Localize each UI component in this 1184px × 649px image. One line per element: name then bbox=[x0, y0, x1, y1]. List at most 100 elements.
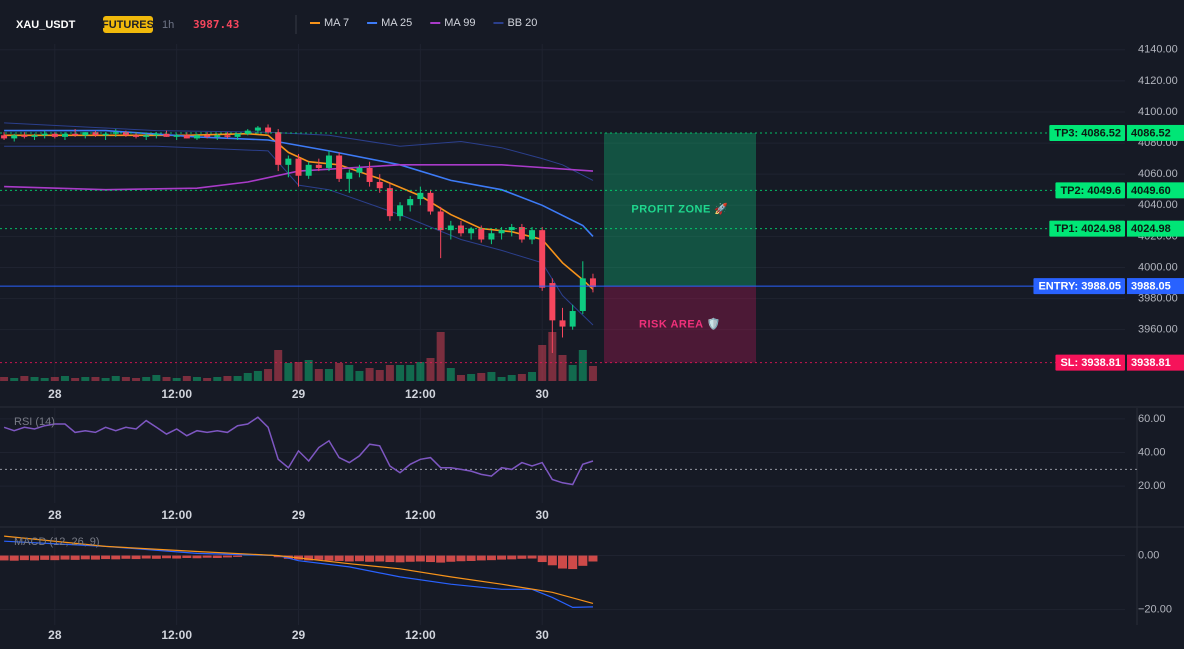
legend: MA 7 MA 25 MA 99 BB 20 bbox=[310, 17, 537, 29]
candle-body bbox=[183, 135, 190, 139]
candle-body bbox=[376, 181, 383, 189]
histogram-bar bbox=[547, 555, 557, 566]
candle-body bbox=[204, 135, 211, 137]
volume-bar bbox=[446, 368, 455, 381]
axis-price-label: 4049.60 bbox=[1131, 185, 1171, 197]
x-tick-label: 12:00 bbox=[405, 628, 436, 642]
pane-title: MACD (12, 26, 9) bbox=[14, 536, 100, 548]
histogram-bar bbox=[395, 555, 405, 563]
volume-bar bbox=[203, 378, 212, 381]
histogram-bar bbox=[50, 555, 60, 561]
volume-bar bbox=[538, 345, 547, 381]
candle-body bbox=[407, 199, 414, 206]
x-tick-label: 28 bbox=[48, 628, 62, 642]
histogram-bar bbox=[273, 555, 283, 558]
last-price: 3987.43 bbox=[193, 18, 239, 31]
candle-body bbox=[214, 135, 221, 137]
candle-body bbox=[51, 133, 58, 137]
histogram-bar bbox=[334, 555, 344, 561]
candle-body bbox=[397, 205, 404, 217]
badge-bg bbox=[103, 16, 153, 33]
histogram-bar bbox=[131, 555, 141, 560]
y-tick-label: 40.00 bbox=[1138, 446, 1166, 458]
volume-bar bbox=[456, 375, 465, 381]
volume-bar bbox=[253, 371, 262, 381]
histogram-bar bbox=[9, 555, 19, 561]
axis-label-bg bbox=[1127, 278, 1184, 295]
histogram-bar bbox=[415, 555, 425, 562]
volume-bar bbox=[324, 369, 333, 381]
y-tick-label: 4000.00 bbox=[1138, 261, 1178, 273]
candle-body bbox=[569, 311, 576, 327]
volume-bar bbox=[497, 377, 506, 381]
volume-bar bbox=[578, 350, 587, 381]
volume-bar bbox=[304, 360, 313, 381]
volume-bar bbox=[528, 372, 537, 381]
volume-bar bbox=[182, 376, 191, 381]
candle-body bbox=[224, 135, 231, 137]
x-tick-label: 30 bbox=[536, 387, 550, 401]
legend-label: MA 99 bbox=[444, 17, 475, 29]
histogram-bar bbox=[101, 555, 111, 560]
candle-body bbox=[143, 135, 150, 137]
histogram-bar bbox=[497, 555, 507, 560]
candle-body bbox=[102, 133, 109, 136]
histogram-bar bbox=[558, 555, 567, 569]
axis-price-label: 4024.98 bbox=[1131, 223, 1171, 235]
histogram-bar bbox=[202, 555, 212, 558]
volume-bar bbox=[101, 378, 110, 381]
candle-body bbox=[336, 155, 343, 179]
y-tick-label: 3960.00 bbox=[1138, 324, 1178, 336]
bb-upper bbox=[4, 122, 594, 181]
price-label-bg bbox=[1049, 124, 1125, 141]
volume-bar bbox=[233, 376, 242, 381]
volume-bar bbox=[192, 377, 201, 381]
macd-line bbox=[4, 535, 594, 604]
histogram-bar bbox=[233, 555, 243, 557]
volume-bar bbox=[274, 350, 283, 381]
price-label: TP2: 4049.6 bbox=[1060, 185, 1121, 197]
x-tick-label: 29 bbox=[292, 628, 306, 642]
candle-body bbox=[1, 135, 8, 139]
histogram-bar bbox=[517, 555, 527, 559]
histogram-bar bbox=[19, 555, 29, 561]
volume-bar bbox=[487, 372, 496, 381]
zone-label: RISK AREA 🛡️ bbox=[639, 317, 721, 330]
volume-bar bbox=[396, 365, 405, 381]
histogram-bar bbox=[507, 555, 517, 560]
candle-body bbox=[478, 228, 485, 240]
volume-bar bbox=[588, 366, 597, 381]
histogram-bar bbox=[436, 555, 446, 563]
histogram-bar bbox=[172, 555, 182, 559]
symbol: XAU_USDT bbox=[16, 19, 76, 31]
candle-body bbox=[437, 211, 444, 231]
volume-bar bbox=[40, 378, 49, 381]
histogram-bar bbox=[212, 555, 222, 558]
x-tick-label: 12:00 bbox=[161, 387, 192, 401]
candle-body bbox=[61, 133, 68, 137]
x-tick-label: 12:00 bbox=[405, 387, 436, 401]
legend-label: MA 25 bbox=[381, 17, 412, 29]
volume-bar bbox=[416, 362, 425, 381]
volume-bar bbox=[385, 365, 394, 381]
volume-bar bbox=[71, 378, 80, 381]
volume-bar bbox=[517, 374, 526, 381]
candle-body bbox=[539, 230, 546, 288]
histogram-bar bbox=[476, 555, 486, 561]
volume-bar bbox=[355, 371, 364, 381]
candle-body bbox=[447, 225, 454, 231]
volume-bar bbox=[121, 377, 130, 381]
volume-bar bbox=[558, 355, 567, 381]
histogram-bar bbox=[527, 555, 537, 559]
axis-label-bg bbox=[1127, 182, 1184, 199]
candle-body bbox=[417, 192, 424, 200]
candle-body bbox=[559, 320, 566, 327]
histogram-bar bbox=[314, 555, 324, 560]
candle-body bbox=[163, 133, 170, 137]
volume-bar bbox=[314, 369, 323, 381]
volume-bar bbox=[568, 365, 577, 381]
y-tick-label: −20.00 bbox=[1138, 604, 1172, 616]
volume-bar bbox=[507, 375, 516, 381]
price-label: SL: 3938.81 bbox=[1060, 357, 1121, 369]
histogram-bar bbox=[182, 555, 192, 558]
